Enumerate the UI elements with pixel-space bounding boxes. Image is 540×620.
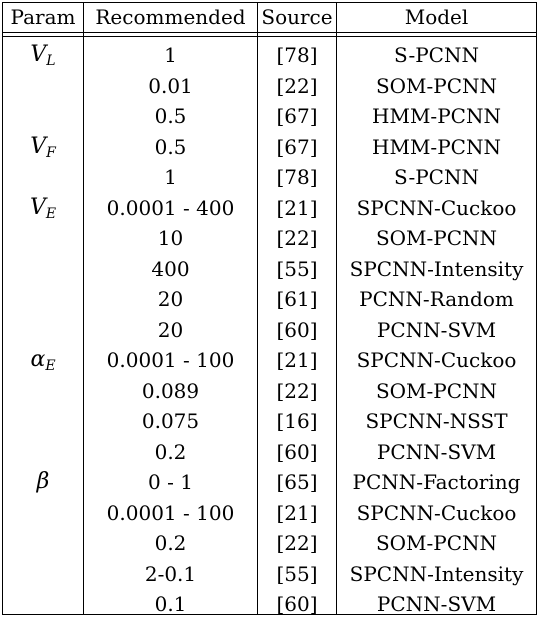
param-subscript: L xyxy=(46,53,56,69)
source-cell: [78] xyxy=(276,43,318,67)
param-cell: VE xyxy=(3,193,83,224)
source-cell: [55] xyxy=(276,256,318,281)
param-cell xyxy=(3,406,83,437)
param-subscript: E xyxy=(45,358,56,374)
source-cell: [22] xyxy=(276,226,318,250)
source-cell: [21] xyxy=(276,348,318,372)
source-cell: [61] xyxy=(276,287,318,311)
param-symbol: V xyxy=(30,42,47,67)
column-divider xyxy=(83,3,84,614)
model-cell: PCNN-Random xyxy=(359,287,514,311)
param-symbol: V xyxy=(29,194,46,220)
recommended-cell: 20 xyxy=(157,287,184,311)
recommended-cell: 1 xyxy=(164,43,177,67)
param-cell xyxy=(3,284,83,315)
recommended-cell: 1 xyxy=(164,165,177,189)
header-param: Param xyxy=(10,5,76,29)
header-rule xyxy=(3,36,536,37)
source-cell: [21] xyxy=(276,500,318,525)
model-cell: PCNN-SVM xyxy=(376,592,497,616)
param-symbol: α xyxy=(30,347,46,372)
recommended-cell: 0.1 xyxy=(154,592,187,616)
model-cell: SPCNN-Cuckoo xyxy=(356,348,517,372)
param-subscript: E xyxy=(45,205,57,222)
source-cell: [22] xyxy=(276,378,318,403)
recommended-cell: 0.5 xyxy=(154,104,187,128)
source-cell: [55] xyxy=(276,561,318,586)
param-cell: VL xyxy=(3,40,83,71)
recommended-cell: 0.089 xyxy=(141,378,200,403)
model-cell: PCNN-Factoring xyxy=(352,470,521,494)
param-cell xyxy=(3,498,83,529)
recommended-cell: 0.01 xyxy=(148,73,193,98)
source-cell: [16] xyxy=(276,409,318,433)
source-cell: [21] xyxy=(276,195,318,220)
source-cell: [22] xyxy=(276,531,318,555)
source-cell: [22] xyxy=(276,73,318,98)
model-cell: S-PCNN xyxy=(394,43,479,67)
model-cell: S-PCNN xyxy=(394,165,479,189)
param-subscript: F xyxy=(46,144,56,161)
header-model: Model xyxy=(404,5,469,29)
source-cell: [67] xyxy=(276,134,318,159)
source-cell: [78] xyxy=(276,165,318,189)
param-cell xyxy=(3,71,83,102)
source-cell: [67] xyxy=(276,104,318,128)
model-cell: HMM-PCNN xyxy=(372,134,501,159)
param-cell xyxy=(3,162,83,193)
recommended-cell: 10 xyxy=(157,226,184,250)
model-cell: HMM-PCNN xyxy=(372,104,501,128)
model-cell: SPCNN-Cuckoo xyxy=(356,195,517,220)
recommended-cell: 20 xyxy=(157,317,184,342)
model-cell: SPCNN-Intensity xyxy=(349,256,524,281)
recommended-cell: 0.5 xyxy=(154,134,187,159)
model-cell: SPCNN-Intensity xyxy=(349,561,524,586)
param-cell xyxy=(3,528,83,559)
recommended-cell: 0.0001 - 400 xyxy=(106,195,235,220)
model-cell: SOM-PCNN xyxy=(375,73,498,98)
recommended-cell: 0.2 xyxy=(154,531,187,555)
model-cell: PCNN-SVM xyxy=(376,317,497,342)
param-symbol: β xyxy=(36,469,50,494)
source-cell: [60] xyxy=(276,592,318,616)
model-cell: SPCNN-Cuckoo xyxy=(356,500,517,525)
param-cell xyxy=(3,559,83,590)
model-cell: SPCNN-NSST xyxy=(365,409,508,433)
model-cell: SOM-PCNN xyxy=(375,531,498,555)
column-divider xyxy=(257,3,258,614)
param-cell xyxy=(3,254,83,285)
param-cell xyxy=(3,223,83,254)
model-cell: SOM-PCNN xyxy=(375,226,498,250)
header-source: Source xyxy=(261,5,333,29)
recommended-cell: 2-0.1 xyxy=(144,561,197,586)
model-cell: SOM-PCNN xyxy=(375,378,498,403)
header-rule xyxy=(3,32,536,33)
param-cell: VF xyxy=(3,132,83,163)
header-recommended: Recommended xyxy=(95,5,246,29)
param-symbol: V xyxy=(30,133,47,159)
param-cell xyxy=(3,589,83,620)
recommended-cell: 0.075 xyxy=(141,409,200,433)
recommended-cell: 400 xyxy=(151,256,190,281)
recommended-cell: 0.0001 - 100 xyxy=(106,348,235,372)
source-cell: [65] xyxy=(276,470,318,494)
param-cell xyxy=(3,315,83,346)
param-cell: β xyxy=(3,467,83,498)
model-cell: PCNN-SVM xyxy=(376,439,497,464)
param-cell xyxy=(3,376,83,407)
recommended-cell: 0 - 1 xyxy=(148,470,193,494)
source-cell: [60] xyxy=(276,317,318,342)
source-cell: [60] xyxy=(276,439,318,464)
param-cell xyxy=(3,437,83,468)
param-cell xyxy=(3,101,83,132)
param-cell: αE xyxy=(3,345,83,376)
recommended-cell: 0.2 xyxy=(154,439,187,464)
column-divider xyxy=(336,3,337,614)
recommended-cell: 0.0001 - 100 xyxy=(106,500,235,525)
